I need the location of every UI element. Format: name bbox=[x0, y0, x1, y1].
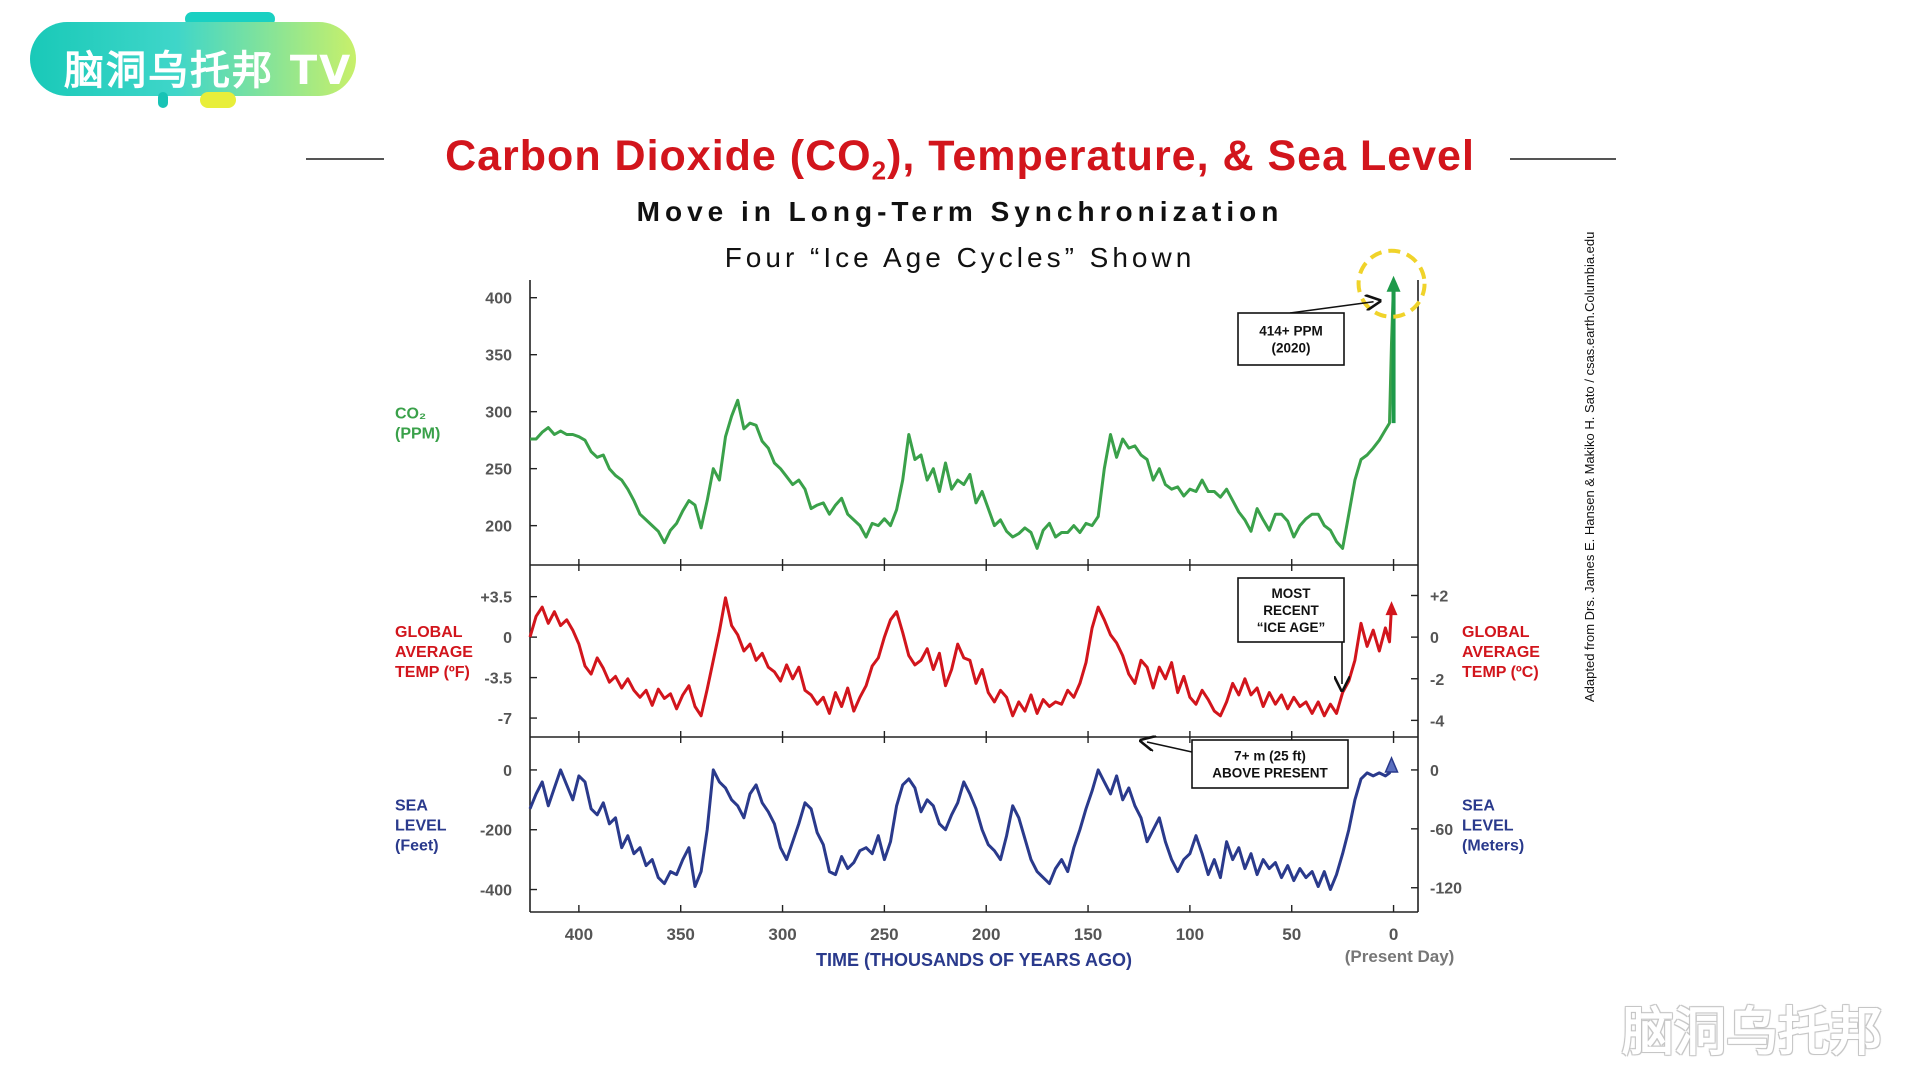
co2-rise-arrowhead bbox=[1386, 275, 1401, 292]
annotation-text: 414+ PPM bbox=[1259, 324, 1322, 339]
y-tick-label-right: -120 bbox=[1430, 881, 1462, 898]
title-row: Carbon Dioxide (CO2), Temperature, & Sea… bbox=[0, 128, 1920, 188]
y-tick-label-right: +2 bbox=[1430, 589, 1448, 606]
annotation-text: ABOVE PRESENT bbox=[1212, 766, 1328, 781]
x-tick-label: 350 bbox=[667, 925, 695, 944]
y-tick-label: 300 bbox=[485, 405, 512, 422]
x-tick-label: 0 bbox=[1389, 925, 1398, 944]
y-axis-label-left: GLOBAL bbox=[395, 624, 463, 641]
chart-subtitle: Move in Long-Term Synchronization bbox=[636, 196, 1284, 227]
title-rule-right bbox=[1510, 158, 1616, 160]
y-axis-label-right: GLOBAL bbox=[1462, 624, 1530, 641]
chart-title: Carbon Dioxide (CO2), Temperature, & Sea… bbox=[0, 132, 1920, 187]
sea-end-marker bbox=[1384, 756, 1399, 773]
y-tick-label: 250 bbox=[485, 462, 512, 479]
highlight-circle bbox=[1356, 248, 1427, 319]
y-tick-label-right: 0 bbox=[1430, 763, 1439, 780]
y-tick-label: 400 bbox=[485, 291, 512, 308]
title-suffix: ), Temperature, & Sea Level bbox=[887, 132, 1475, 180]
y-tick-label-right: 0 bbox=[1430, 630, 1439, 647]
annotation-text: (2020) bbox=[1271, 341, 1310, 356]
y-tick-label: 0 bbox=[503, 630, 512, 647]
logo-text: 脑洞乌托邦 TV bbox=[64, 48, 353, 94]
y-axis-label-left: (PPM) bbox=[395, 426, 440, 443]
y-tick-label: -3.5 bbox=[484, 671, 512, 688]
y-axis-label-right: AVERAGE bbox=[1462, 644, 1540, 661]
x-axis-title: TIME (THOUSANDS OF YEARS AGO) bbox=[816, 950, 1132, 970]
annotation-text: “ICE AGE” bbox=[1257, 620, 1326, 635]
y-axis-label-right: LEVEL bbox=[1462, 818, 1514, 835]
channel-logo: 脑洞乌托邦 TV bbox=[30, 12, 360, 108]
y-axis-label-right: TEMP (ºC) bbox=[1462, 664, 1539, 681]
logo-badge bbox=[30, 22, 356, 96]
y-axis-label-left: TEMP (ºF) bbox=[395, 664, 470, 681]
x-tick-label: 200 bbox=[972, 925, 1000, 944]
y-tick-label: 200 bbox=[485, 519, 512, 536]
y-axis-label-left: SEA bbox=[395, 798, 428, 815]
title-prefix: Carbon Dioxide (CO bbox=[445, 132, 872, 180]
annotation-text: 7+ m (25 ft) bbox=[1234, 749, 1306, 764]
y-tick-label: -7 bbox=[498, 711, 512, 728]
y-tick-label: -200 bbox=[480, 823, 512, 840]
sea-series-line bbox=[528, 763, 1393, 891]
y-axis-label-right: (Meters) bbox=[1462, 838, 1524, 855]
y-axis-label-right: SEA bbox=[1462, 798, 1495, 815]
temp-end-marker bbox=[1385, 601, 1398, 616]
annotation-text: MOST bbox=[1272, 586, 1312, 601]
annotation-arrow bbox=[1147, 742, 1193, 753]
y-tick-label-right: -4 bbox=[1430, 713, 1444, 730]
y-tick-label: +3.5 bbox=[480, 590, 512, 607]
annotation-arrow bbox=[1289, 302, 1374, 314]
x-tick-label: 150 bbox=[1074, 925, 1102, 944]
temp-series-line bbox=[528, 596, 1393, 718]
annotation-box bbox=[1237, 312, 1345, 366]
x-tick-label: 50 bbox=[1282, 925, 1301, 944]
y-tick-label-right: -2 bbox=[1430, 672, 1444, 689]
x-tick-label: 400 bbox=[565, 925, 593, 944]
title-subscript: 2 bbox=[871, 155, 888, 186]
annotation-box bbox=[1237, 577, 1345, 643]
y-axis-label-left: AVERAGE bbox=[395, 644, 473, 661]
x-tick-label: 250 bbox=[870, 925, 898, 944]
x-tick-label: 100 bbox=[1176, 925, 1204, 944]
y-tick-label-right: -60 bbox=[1430, 822, 1453, 839]
y-axis-label-left: (Feet) bbox=[395, 838, 439, 855]
co2-series-line bbox=[530, 281, 1396, 550]
y-tick-label: -400 bbox=[480, 883, 512, 900]
annotation-box bbox=[1191, 739, 1349, 789]
title-rule-left bbox=[306, 158, 384, 160]
annotation-text: RECENT bbox=[1263, 603, 1319, 618]
chart-subtitle-secondary: Four “Ice Age Cycles” Shown bbox=[724, 242, 1196, 273]
logo-decoration bbox=[200, 92, 236, 108]
logo-decoration bbox=[158, 92, 168, 108]
watermark: 脑洞乌托邦 bbox=[1622, 1003, 1883, 1063]
y-tick-label: 350 bbox=[485, 348, 512, 365]
x-tick-label: 300 bbox=[768, 925, 796, 944]
y-tick-label: 0 bbox=[503, 763, 512, 780]
x-axis-note: (Present Day) bbox=[1345, 947, 1455, 966]
source-credit: Adapted from Drs. James E. Hansen & Maki… bbox=[1582, 232, 1597, 702]
y-axis-label-left: LEVEL bbox=[395, 818, 447, 835]
y-axis-label-left: CO₂ bbox=[395, 406, 426, 423]
